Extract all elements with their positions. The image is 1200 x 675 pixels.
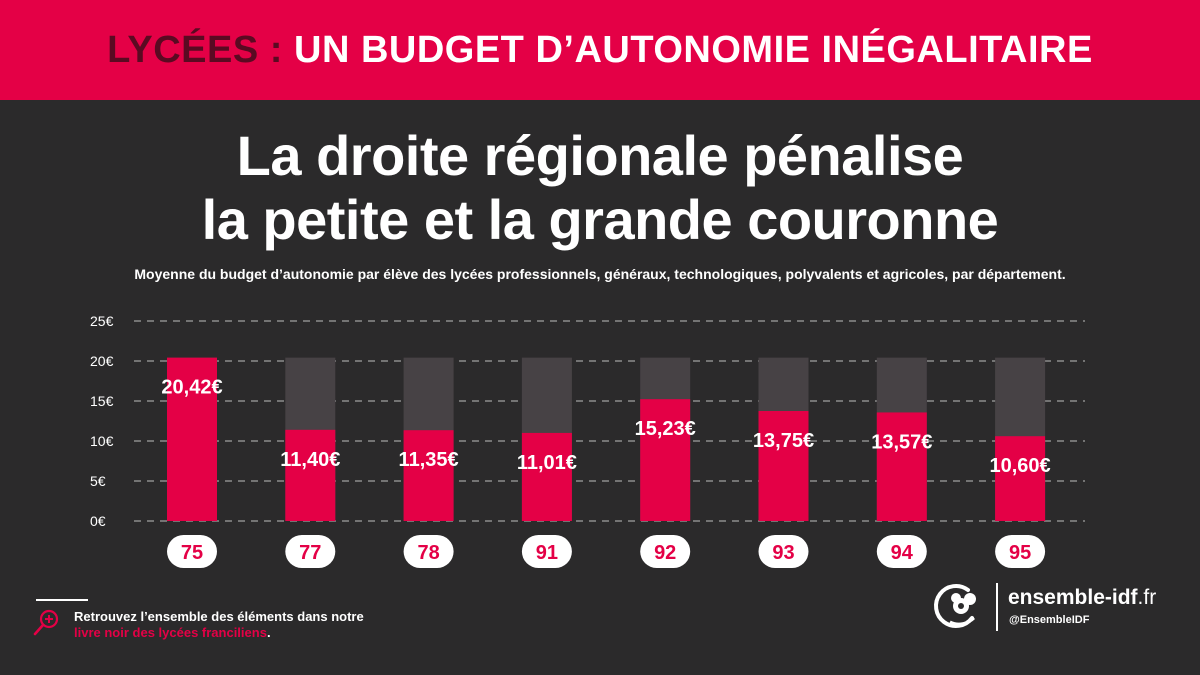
- category-pill: [758, 535, 809, 568]
- brand-handle[interactable]: @EnsembleIDF: [1009, 614, 1090, 626]
- title-banner: LYCÉES : UN BUDGET D’AUTONOMIE INÉGALITA…: [0, 0, 1200, 100]
- category-label: 78: [417, 542, 439, 564]
- bar-chart: 0€ 5€ 10€ 15€ 20€ 25€ 20,42€ 75 11,40€ 77 11,35€ 78…: [90, 313, 1085, 568]
- category-label: 92: [654, 542, 676, 564]
- footer-period: .: [266, 625, 271, 640]
- data-label: 11,01€: [517, 452, 577, 474]
- category-pill: [521, 535, 572, 568]
- category-pill: [876, 535, 927, 568]
- bar: [403, 430, 454, 521]
- category-label: 93: [772, 542, 794, 564]
- headline-line-1: La droite régionale pénalise: [236, 124, 964, 187]
- footer-link[interactable]: livre noir des lycées franciliens: [74, 625, 267, 640]
- data-label: 13,57€: [871, 431, 932, 453]
- logo-divider: [996, 583, 998, 631]
- bar: [758, 411, 809, 521]
- bar: [167, 357, 217, 521]
- y-tick-label: 15€: [90, 393, 114, 409]
- data-label: 11,35€: [399, 449, 459, 471]
- data-label: 15,23€: [635, 418, 696, 440]
- search-plus-icon: [33, 609, 59, 636]
- brand-site-tld: .fr: [1137, 586, 1157, 609]
- footer-divider: [36, 599, 88, 601]
- bar: [640, 399, 691, 521]
- headline-line-2: la petite et la grande couronne: [201, 188, 999, 251]
- y-tick-label: 25€: [90, 313, 114, 329]
- data-label: 10,60€: [990, 455, 1051, 477]
- y-tick-label: 0€: [90, 513, 106, 529]
- data-label: 20,42€: [161, 377, 222, 399]
- banner-prefix: LYCÉES :: [107, 28, 294, 71]
- bar: [876, 412, 927, 521]
- brand-site[interactable]: ensemble-idf.fr: [1008, 586, 1156, 610]
- chart-subtitle: Moyenne du budget d’autonomie par élève …: [134, 266, 1066, 282]
- headline: La droite régionale pénalise la petite e…: [0, 124, 1200, 252]
- ensemble-idf-logo-icon: [934, 584, 976, 628]
- footer-line-2: livre noir des lycées franciliens.: [74, 625, 364, 641]
- footer-note: Retrouvez l’ensemble des éléments dans n…: [74, 609, 364, 641]
- category-label: 95: [1009, 542, 1031, 564]
- category-label: 75: [181, 542, 203, 564]
- category-pill: [640, 535, 691, 568]
- bar: [285, 429, 336, 521]
- category-pill: [285, 535, 336, 568]
- category-label: 94: [891, 542, 914, 564]
- brand-site-name: ensemble-idf: [1008, 586, 1138, 609]
- data-label: 11,40€: [280, 449, 340, 471]
- bar: [521, 432, 572, 521]
- category-label: 77: [299, 542, 321, 564]
- y-tick-label: 20€: [90, 353, 114, 369]
- category-pill: [403, 535, 454, 568]
- category-pill: [167, 535, 217, 568]
- y-tick-label: 5€: [90, 473, 106, 489]
- data-label: 13,75€: [753, 430, 814, 452]
- bar: [995, 436, 1046, 521]
- banner-title: LYCÉES : UN BUDGET D’AUTONOMIE INÉGALITA…: [107, 29, 1093, 72]
- banner-main: UN BUDGET D’AUTONOMIE INÉGALITAIRE: [294, 28, 1093, 71]
- footer-line-1: Retrouvez l’ensemble des éléments dans n…: [74, 609, 364, 624]
- y-tick-label: 10€: [90, 433, 114, 449]
- category-label: 91: [536, 542, 558, 564]
- category-pill: [995, 535, 1046, 568]
